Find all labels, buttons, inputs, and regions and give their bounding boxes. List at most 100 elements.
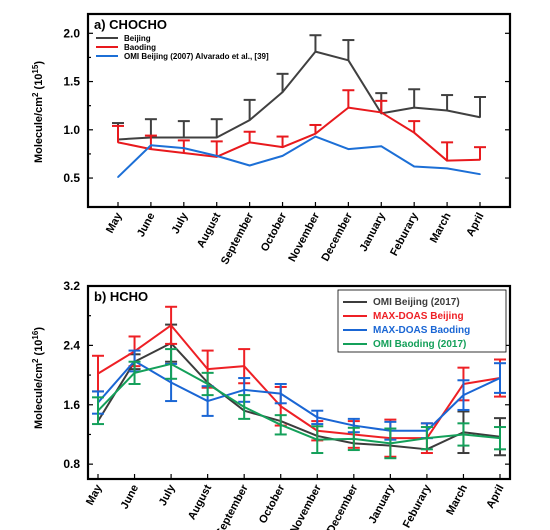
chocho-data-point	[281, 91, 284, 93]
chocho-data-point	[314, 50, 317, 53]
hcho-x-tick-label: June	[119, 483, 142, 511]
hcho-data-point	[170, 324, 172, 327]
hcho-data-point	[499, 377, 501, 379]
chocho-data-point	[215, 136, 218, 139]
hcho-y-tick-label: 1.6	[63, 398, 80, 412]
hcho-legend: OMI Beijing (2017) MAX-DOAS Beijing MAX-DO…	[343, 297, 470, 350]
y-label-part: Molecule/cm	[33, 363, 45, 429]
hcho-x-tick-label: Feburary	[401, 482, 434, 530]
hcho-y-axis-label-text: Molecule/cm2 (1016)	[31, 327, 46, 429]
chocho-data-point	[281, 146, 284, 148]
hcho-series-line	[97, 362, 501, 445]
hcho-data-point	[243, 406, 245, 408]
hcho-data-point	[279, 392, 282, 395]
chocho-chart: a) CHOCHO Molecule/cm2 (1015) 0.5 1.0 1.5 2…	[31, 12, 512, 267]
hcho-legend-label: OMI Beijing (2017)	[373, 297, 460, 308]
chocho-x-tick-label: March	[428, 211, 454, 245]
hcho-y-tick-label: 0.8	[63, 457, 80, 471]
chocho-plot-frame	[86, 12, 512, 209]
hcho-series	[92, 305, 506, 460]
hcho-series-line	[97, 324, 501, 440]
chocho-data-point	[314, 132, 317, 135]
hcho-data-point	[279, 424, 282, 426]
chocho-data-point	[215, 155, 218, 157]
hcho-legend-label: OMI Baoding (2017)	[373, 339, 466, 350]
chocho-data-point	[314, 135, 317, 138]
hcho-x-tick-label: October	[257, 482, 288, 526]
chocho-data-point	[347, 59, 350, 62]
chocho-data-point	[413, 165, 415, 168]
y-label-part: Molecule/cm	[33, 97, 45, 163]
chocho-legend-label: Baoding	[124, 43, 156, 52]
hcho-data-point	[426, 437, 428, 439]
chocho-x-tick-label: October	[259, 210, 290, 254]
chocho-legend-label: OMI Beijing (2007) Alvarado et al., [39]	[124, 52, 269, 61]
chocho-x-tick-label: August	[195, 210, 224, 249]
chocho-title: a) CHOCHO	[94, 17, 167, 32]
chocho-x-tick-label: September	[219, 210, 257, 266]
chocho-data-point	[248, 119, 251, 121]
chocho-y-tick-label: 1.5	[63, 75, 80, 89]
hcho-data-point	[170, 363, 172, 365]
chocho-data-point	[281, 155, 284, 157]
chocho-data-point	[347, 148, 350, 150]
hcho-data-point	[97, 409, 99, 412]
hcho-x-tick-label: January	[367, 482, 398, 526]
chocho-series-0	[112, 34, 486, 141]
hcho-legend-label: MAX-DOAS Beijing	[373, 311, 464, 322]
y-label-part: (10	[33, 340, 45, 359]
hcho-data-point	[206, 383, 209, 385]
chocho-x-tick-label: January	[358, 210, 389, 254]
chocho-data-point	[446, 159, 448, 162]
chocho-data-point	[248, 164, 251, 167]
hcho-x-tick-label: August	[186, 482, 215, 521]
hcho-x-tick-label: May	[84, 482, 105, 507]
chocho-series-1	[112, 89, 486, 162]
chocho-x-tick-label: December	[319, 210, 355, 263]
hcho-legend-label: MAX-DOAS Baoding	[373, 325, 470, 336]
chocho-x-tick-label: April	[464, 211, 486, 239]
hcho-chart: b) HCHO Molecule/cm2 (1016) 0.8 1.6 2.4 3.2…	[31, 279, 512, 530]
chocho-legend-label: Beijing	[124, 34, 151, 43]
hcho-series-2	[92, 349, 506, 441]
chocho-y-tick-label: 0.5	[63, 171, 80, 185]
y-label-superscript: 2	[31, 92, 40, 97]
chocho-y-tick-label: 1.0	[63, 123, 80, 137]
y-label-superscript: 2	[31, 358, 40, 363]
hcho-data-point	[462, 394, 465, 396]
hcho-data-point	[279, 405, 282, 408]
hcho-series-3	[92, 348, 506, 460]
hcho-data-point	[170, 381, 172, 384]
hcho-plot-frame	[86, 284, 512, 481]
hcho-data-point	[389, 442, 392, 445]
hcho-data-point	[243, 365, 245, 367]
hcho-data-point	[499, 437, 501, 439]
chocho-series-line	[117, 106, 481, 162]
hcho-x-tick-label: March	[444, 483, 470, 517]
chocho-data-point	[380, 145, 383, 148]
chocho-data-point	[183, 152, 185, 154]
chocho-data-point	[347, 106, 350, 109]
chocho-series-line	[117, 50, 481, 141]
chocho-x-tick-label: July	[170, 210, 191, 236]
y-label-part: )	[33, 61, 45, 65]
chocho-data-point	[479, 116, 481, 119]
chocho-y-tick-label: 2.0	[63, 26, 80, 40]
chocho-data-point	[117, 176, 119, 178]
chocho-data-point	[117, 141, 119, 144]
hcho-x-tick-label: September	[214, 482, 252, 530]
hcho-data-point	[353, 438, 355, 440]
chocho-data-point	[150, 148, 152, 150]
chocho-series-2	[117, 135, 481, 178]
hcho-x-tick-label: December	[325, 482, 361, 530]
chocho-x-tick-label: May	[104, 210, 125, 235]
hcho-data-point	[206, 400, 209, 402]
hcho-y-axis-label: Molecule/cm2 (1016)	[31, 327, 46, 429]
chocho-data-point	[413, 131, 415, 134]
hcho-x-tick-label: November	[288, 482, 324, 530]
hcho-data-point	[316, 438, 319, 441]
hcho-series-line	[97, 359, 501, 432]
hcho-data-point	[97, 372, 99, 375]
chocho-data-point	[479, 173, 481, 175]
